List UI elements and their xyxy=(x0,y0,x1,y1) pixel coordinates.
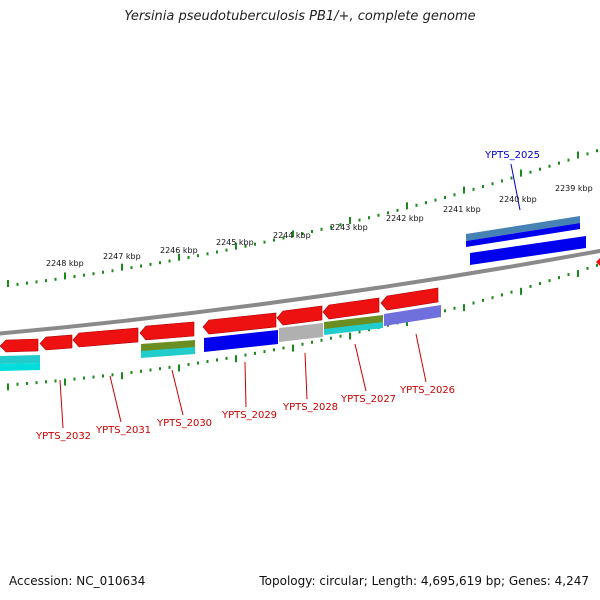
kbp-label: 2243 kbp xyxy=(330,223,368,232)
cds-block[interactable] xyxy=(324,315,383,330)
cds-arrow[interactable] xyxy=(0,338,39,353)
kbp-label: 2248 kbp xyxy=(46,259,84,268)
label-leader-line xyxy=(171,369,184,416)
kbp-label: 2242 kbp xyxy=(386,214,424,223)
cds-arrow[interactable] xyxy=(380,287,439,311)
label-leader-line xyxy=(304,352,308,400)
map-title: Yersinia pseudotuberculosis PB1/+, compl… xyxy=(124,9,476,24)
label-leader-line xyxy=(244,361,247,408)
gene-label[interactable]: YPTS_2026 xyxy=(399,385,455,396)
kbp-label: 2240 kbp xyxy=(499,195,537,204)
cds-block[interactable] xyxy=(466,223,580,247)
cds-block[interactable] xyxy=(141,347,195,358)
genome-summary-text: Topology: circular; Length: 4,695,619 bp… xyxy=(259,574,589,588)
label-leader-line xyxy=(510,163,521,211)
cds-block[interactable] xyxy=(384,305,441,326)
cds-arrow[interactable] xyxy=(322,297,380,320)
kbp-label: 2244 kbp xyxy=(273,231,311,240)
label-leader-line xyxy=(109,375,122,423)
label-leader-line xyxy=(59,379,64,429)
gene-label[interactable]: YPTS_2031 xyxy=(95,425,151,436)
label-leader-line xyxy=(415,333,427,383)
cds-arrow[interactable] xyxy=(139,321,195,341)
cds-arrow[interactable] xyxy=(39,334,73,351)
cds-arrow[interactable] xyxy=(202,312,277,335)
gene-label[interactable]: YPTS_2030 xyxy=(156,418,212,429)
accession-text: Accession: NC_010634 xyxy=(9,574,146,588)
kbp-label: 2245 kbp xyxy=(216,238,254,247)
genome-backbone xyxy=(0,248,600,336)
kbp-label: 2239 kbp xyxy=(555,184,593,193)
cds-arrow[interactable] xyxy=(276,305,323,326)
cds-block[interactable] xyxy=(279,323,323,342)
cds-block[interactable] xyxy=(470,236,586,265)
gene-label[interactable]: YPTS_2032 xyxy=(35,431,91,442)
cds-block[interactable] xyxy=(204,330,278,352)
kbp-label: 2241 kbp xyxy=(443,205,481,214)
gene-label[interactable]: YPTS_2028 xyxy=(282,402,338,413)
cds-block[interactable] xyxy=(0,363,40,371)
cds-arrow[interactable] xyxy=(596,258,600,266)
outer-tick-track xyxy=(7,149,598,288)
inner-tick-track xyxy=(7,263,598,391)
label-leader-line xyxy=(354,343,367,392)
gene-label[interactable]: YPTS_2025 xyxy=(484,150,540,161)
kbp-label: 2246 kbp xyxy=(160,246,198,255)
feature-track xyxy=(0,216,600,371)
cds-arrow[interactable] xyxy=(72,327,139,348)
cds-block[interactable] xyxy=(0,355,40,364)
gene-label[interactable]: YPTS_2029 xyxy=(221,410,277,421)
cds-block[interactable] xyxy=(466,216,580,241)
kbp-label: 2247 kbp xyxy=(103,252,141,261)
gene-label[interactable]: YPTS_2027 xyxy=(340,394,396,405)
cds-block[interactable] xyxy=(324,322,383,335)
